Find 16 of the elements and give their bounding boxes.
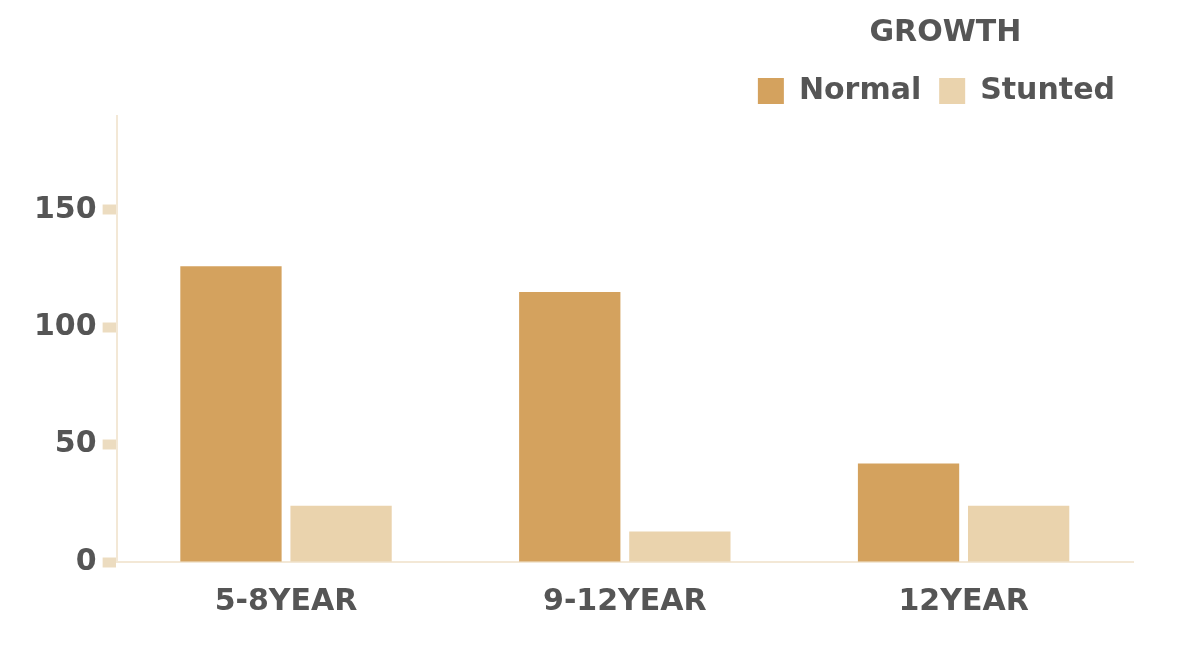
y-tick-label: 0	[75, 541, 97, 577]
bar	[857, 463, 960, 562]
bar	[629, 531, 731, 562]
bar	[968, 505, 1070, 562]
y-tick-label: 150	[34, 189, 97, 225]
bar	[519, 292, 621, 562]
bar	[180, 266, 282, 562]
x-tick-label: 12YEAR	[898, 581, 1029, 617]
x-tick-label: 9-12YEAR	[543, 581, 707, 617]
legend-label: Stunted	[980, 70, 1115, 106]
legend-label: Normal	[798, 70, 922, 106]
y-tick-label: 50	[54, 424, 97, 460]
bar	[290, 505, 392, 562]
legend-title: GROWTH	[869, 12, 1022, 48]
y-tick-label: 100	[34, 307, 97, 343]
x-tick-label: 5-8YEAR	[214, 581, 358, 617]
